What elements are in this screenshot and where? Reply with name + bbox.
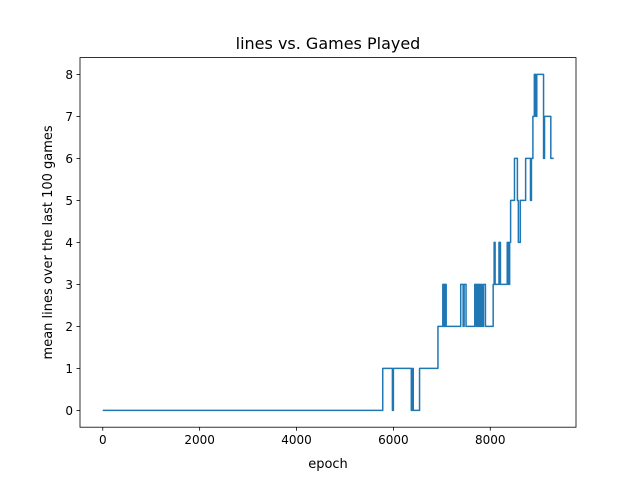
plot-frame [79, 57, 577, 428]
x-tick-label: 2000 [184, 433, 215, 447]
chart-title: lines vs. Games Played [236, 34, 421, 53]
y-axis-label: mean lines over the last 100 games [41, 125, 56, 359]
y-tick-label: 4 [65, 236, 73, 250]
y-tick-label: 6 [65, 152, 73, 166]
x-tick-label: 6000 [378, 433, 409, 447]
x-tick-label: 4000 [281, 433, 312, 447]
x-tick-label: 8000 [475, 433, 506, 447]
y-tick-label: 0 [65, 404, 73, 418]
y-tick-label: 7 [65, 110, 73, 124]
x-axis-label: epoch [308, 457, 348, 472]
x-axis-ticks: 0 2000 4000 6000 8000 [99, 427, 506, 447]
y-tick-label: 2 [65, 320, 73, 334]
y-tick-label: 5 [65, 194, 73, 208]
y-tick-label: 8 [65, 68, 73, 82]
x-tick-label: 0 [99, 433, 107, 447]
series-line [102, 73, 554, 412]
y-tick-label: 3 [65, 278, 73, 292]
y-tick-label: 1 [65, 362, 73, 376]
y-axis-ticks: 0 1 2 3 4 5 6 7 8 [65, 68, 80, 418]
